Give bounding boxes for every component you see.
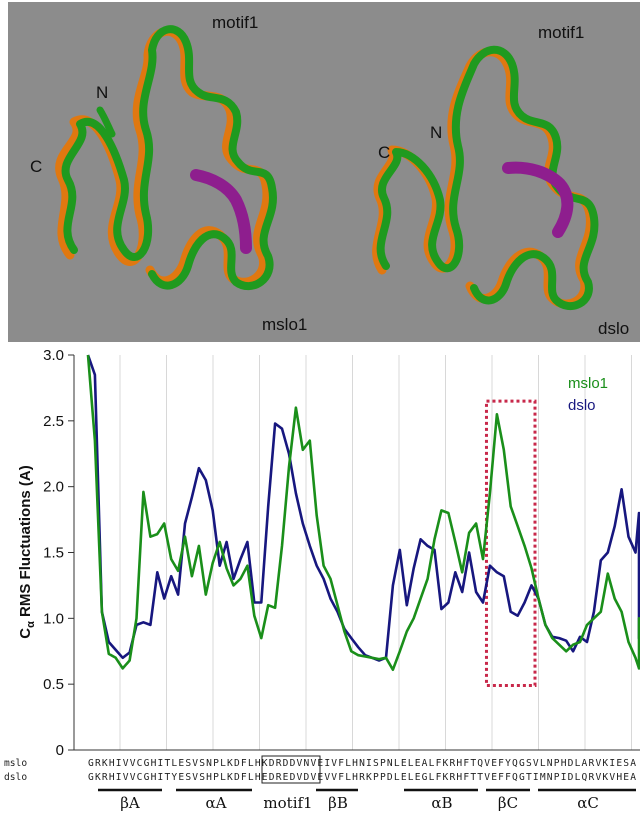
left-n-terminus-label: N — [96, 83, 108, 102]
series-line-dslo — [86, 354, 640, 662]
sequence-row-dslo-label: dslo — [4, 772, 27, 783]
series-line-mslo1 — [86, 354, 640, 672]
y-axis-title-subscript: α — [25, 621, 37, 628]
dslo-green-ribbon — [376, 45, 599, 310]
right-n-terminus-label: N — [430, 123, 442, 142]
y-tick-label-6: 3.0 — [43, 347, 64, 364]
y-axis-ticks: 0 0.5 1.0 1.5 2.0 2.5 3.0 — [43, 347, 74, 759]
sequence-row-mslo: GRKHIVVCGHITLESVSNPLKDFLHKDRDDVNVEIVFLHN… — [88, 758, 636, 769]
rmsf-chart: 0 0.5 1.0 1.5 2.0 2.5 3.0 Cα RMS Fluctuations … — [4, 347, 640, 812]
sequence-row-mslo-label: mslo — [4, 758, 27, 769]
y-tick-label-2: 1.0 — [43, 610, 64, 627]
y-axis-title: Cα RMS Fluctuations (A) — [17, 465, 37, 638]
y-axis-title-rest: RMS Fluctuations (A) — [17, 465, 34, 621]
mslo1-n-terminus — [96, 106, 116, 138]
mslo1-motif-region — [190, 169, 252, 254]
mslo1-green-ribbon — [61, 25, 277, 291]
legend-mslo1: mslo1 — [568, 375, 608, 392]
y-tick-label-3: 1.5 — [43, 545, 64, 562]
left-motif1-label: motif1 — [212, 13, 258, 32]
left-protein-name-label: mslo1 — [262, 315, 307, 334]
sse-label-alpha-a: αA — [206, 794, 227, 812]
sse-label-alpha-c: αC — [577, 794, 599, 812]
right-motif1-label: motif1 — [538, 23, 584, 42]
legend-dslo: dslo — [568, 397, 596, 414]
sse-label-beta-a: βA — [120, 794, 140, 812]
y-tick-label-5: 2.5 — [43, 413, 64, 430]
secondary-structure-labels: βA αA motif1 βB αB βC αC — [120, 794, 599, 812]
mslo1-ribbon-structure — [55, 25, 277, 291]
sse-label-beta-b: βB — [328, 794, 348, 812]
y-tick-label-1: 0.5 — [43, 676, 64, 693]
sse-label-beta-c: βC — [498, 794, 518, 812]
sequence-row-dslo: GKRHIVVCGHITYESVSHPLKDFLHEDREDVDVEVVFLHR… — [88, 772, 636, 783]
highlight-box — [484, 399, 537, 687]
dslo-ribbon-structure — [372, 45, 599, 310]
motif1-sequence-box — [261, 755, 321, 784]
y-axis-title-main: C — [17, 628, 34, 639]
y-tick-label-4: 2.0 — [43, 479, 64, 496]
structure-panel: motif1 N C mslo1 motif1 N C dslo — [8, 2, 640, 342]
dslo-motif-region — [502, 161, 574, 238]
series-lines — [86, 354, 640, 672]
sse-label-alpha-b: αB — [431, 794, 452, 812]
left-c-terminus-label: C — [30, 157, 42, 176]
right-protein-name-label: dslo — [598, 319, 629, 338]
right-c-terminus-label: C — [378, 143, 390, 162]
y-tick-label-0: 0 — [56, 742, 64, 759]
sse-label-motif1: motif1 — [263, 794, 312, 812]
